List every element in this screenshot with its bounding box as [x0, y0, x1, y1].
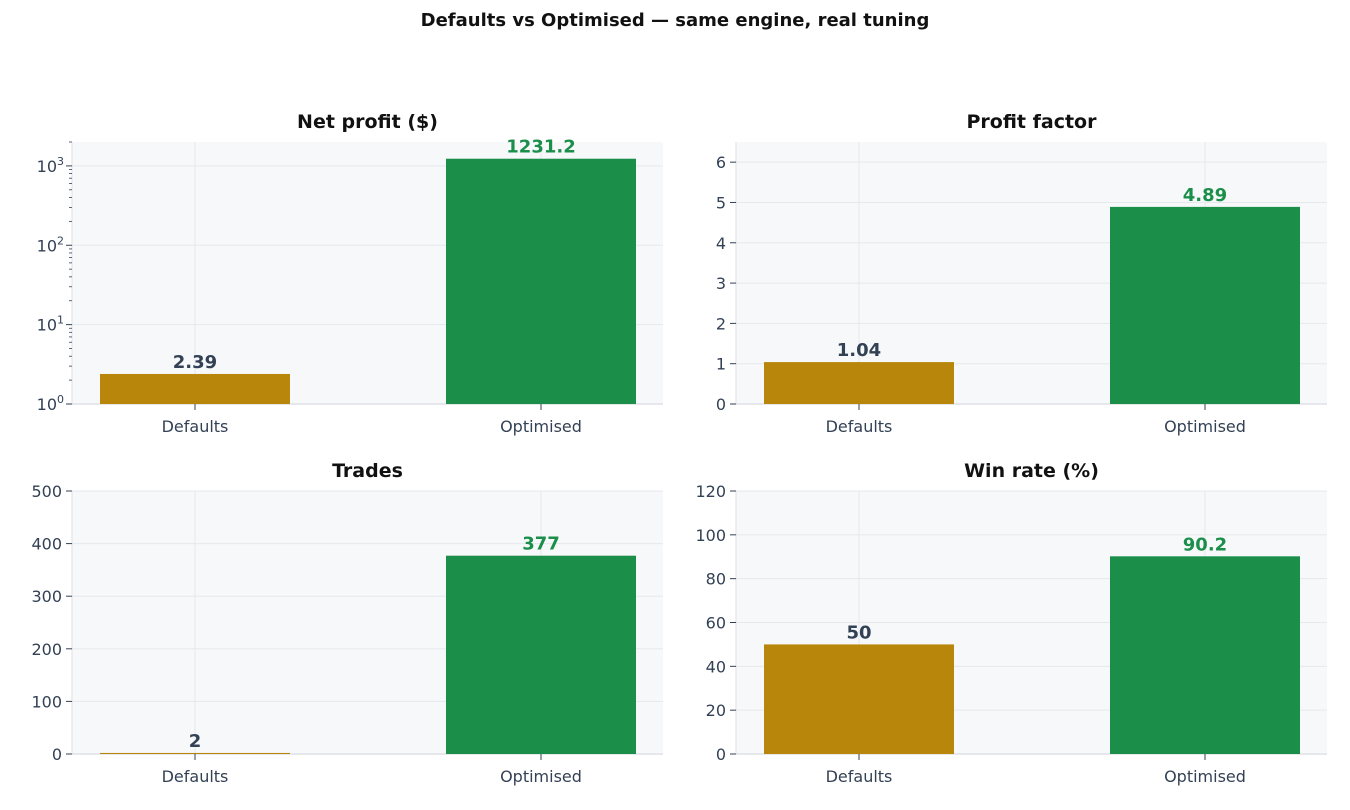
- panel-4-x-tick-label: Optimised: [1164, 767, 1246, 786]
- panel-1-y-tick-label: 102: [37, 234, 64, 255]
- panel-4-value-label-optimised: 90.2: [1183, 534, 1227, 555]
- panel-4-bar-defaults: [764, 644, 954, 754]
- panel-3-bar-optimised: [446, 555, 636, 754]
- panel-4-y-tick-label: 100: [695, 526, 726, 545]
- panel-3-bar-defaults: [100, 752, 290, 754]
- panel-2-value-label-defaults: 1.04: [837, 340, 881, 361]
- panel-4-y-tick-label: 20: [706, 701, 726, 720]
- panel-2-title: Profit factor: [967, 111, 1098, 133]
- panel-4-y-tick-label: 60: [706, 614, 726, 633]
- panel-3-x-tick-label: Optimised: [500, 767, 582, 786]
- panel-2-x-tick-label: Defaults: [826, 417, 893, 436]
- panel-4-y-tick-label: 120: [695, 482, 726, 501]
- panel-2-y-tick-label: 5: [716, 193, 726, 212]
- panel-2-bar-optimised: [1110, 206, 1300, 404]
- panel-3-x-tick-label: Defaults: [162, 767, 229, 786]
- panel-3-y-tick-label: 300: [31, 587, 62, 606]
- panel-2-x-tick-label: Optimised: [1164, 417, 1246, 436]
- figure-title: Defaults vs Optimised — same engine, rea…: [420, 10, 930, 31]
- panel-3-y-tick-label: 100: [31, 692, 62, 711]
- panel-2-value-label-optimised: 4.89: [1183, 185, 1227, 206]
- panel-2-y-tick-label: 4: [716, 234, 726, 253]
- panel-1-x-tick-label: Defaults: [162, 417, 229, 436]
- panel-4-y-tick-label: 40: [706, 657, 726, 676]
- panel-1-bar-optimised: [446, 158, 636, 404]
- panel-3-value-label-optimised: 377: [522, 534, 560, 555]
- panel-3-y-tick-label: 0: [52, 745, 62, 764]
- panel-1-bar-defaults: [100, 373, 290, 404]
- panel-2-y-tick-label: 6: [716, 153, 726, 172]
- panel-2-y-tick-label: 1: [716, 355, 726, 374]
- panel-3-y-tick-label: 200: [31, 640, 62, 659]
- panel-3-title: Trades: [332, 460, 403, 482]
- panel-1-value-label-defaults: 2.39: [173, 352, 217, 373]
- panel-3-value-label-defaults: 2: [189, 731, 202, 752]
- panel-1-y-tick-label: 103: [37, 155, 64, 176]
- panel-2-y-tick-label: 2: [716, 314, 726, 333]
- panel-2-bar-defaults: [764, 362, 954, 404]
- panel-1-y-tick-label: 100: [37, 393, 64, 414]
- panel-1-y-tick-label: 101: [37, 314, 64, 335]
- panel-4-y-tick-label: 0: [716, 745, 726, 764]
- panel-2-y-tick-label: 0: [716, 395, 726, 414]
- panel-2-y-tick-label: 3: [716, 274, 726, 293]
- panel-1-title: Net profit ($): [297, 111, 438, 133]
- panel-4-y-tick-label: 80: [706, 570, 726, 589]
- panel-3-y-tick-label: 400: [31, 535, 62, 554]
- panel-4-value-label-defaults: 50: [846, 622, 871, 643]
- panel-4-x-tick-label: Defaults: [826, 767, 893, 786]
- panel-4-title: Win rate (%): [964, 460, 1099, 482]
- panel-1-x-tick-label: Optimised: [500, 417, 582, 436]
- panel-4-bar-optimised: [1110, 556, 1300, 754]
- panel-1-value-label-optimised: 1231.2: [506, 137, 575, 158]
- panel-3-y-tick-label: 500: [31, 482, 62, 501]
